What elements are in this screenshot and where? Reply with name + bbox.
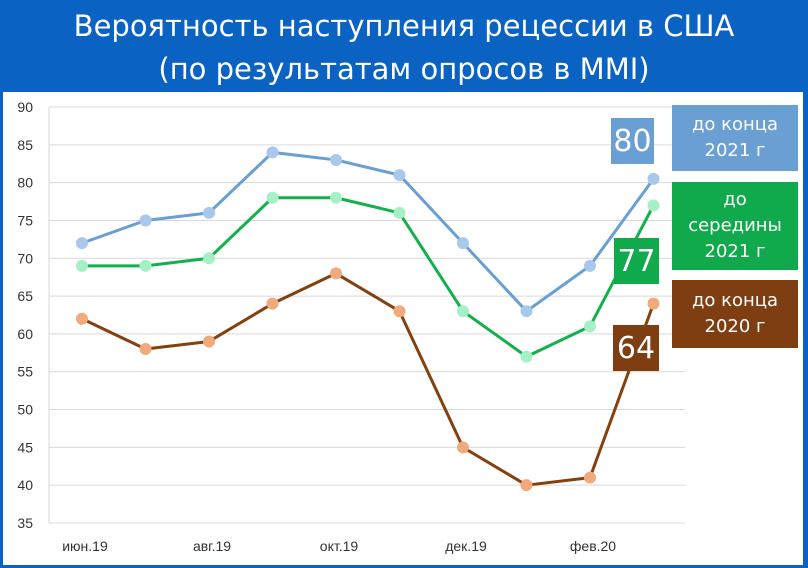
data-point	[266, 297, 279, 310]
data-point	[76, 259, 88, 272]
legend-text: до конца 2021 г	[691, 114, 779, 161]
data-point	[139, 259, 152, 272]
y-tick-label: 90	[17, 99, 33, 115]
y-tick-label: 85	[17, 137, 33, 153]
series-line-2	[81, 271, 655, 487]
x-tick-label: дек.19	[445, 538, 487, 554]
x-tick-label: июн.19	[62, 538, 108, 554]
data-point	[330, 267, 342, 280]
x-tick-label: окт.19	[320, 538, 359, 554]
chart-title-line1: Вероятность наступления рецессии в США	[73, 9, 735, 43]
data-point	[330, 191, 342, 204]
legend-entry-mid-2021: до середины 2021 г	[672, 182, 798, 270]
data-point	[647, 172, 660, 185]
legend-entry-end-2021: до конца 2021 г	[672, 105, 798, 171]
data-point	[584, 471, 596, 484]
y-tick-label: 45	[17, 439, 33, 455]
data-point	[330, 153, 342, 166]
data-point	[266, 146, 279, 159]
data-point	[520, 479, 533, 492]
legend-text: до середины 2021 г	[688, 189, 782, 262]
y-tick-label: 75	[17, 212, 33, 228]
data-point	[266, 191, 279, 204]
plot-panel: 35 40 45 50 55 60 65 70 75 80 85 90 июн.19 авг.19 окт.…	[3, 92, 803, 565]
data-point	[139, 214, 152, 227]
end-value-label: 80	[611, 118, 654, 164]
data-point	[139, 343, 152, 356]
y-tick-label: 65	[17, 288, 33, 304]
y-tick-label: 80	[17, 175, 33, 191]
data-point	[393, 305, 406, 318]
legend-entry-end-2020: до конца 2020 г	[672, 280, 798, 348]
end-value-label: 77	[614, 238, 659, 284]
data-point	[457, 237, 469, 250]
y-tick-label: 70	[17, 250, 33, 266]
data-point	[457, 305, 469, 318]
data-point	[76, 312, 88, 325]
y-tick-label: 40	[17, 477, 33, 493]
series-line-0	[81, 150, 655, 313]
y-tick-label: 35	[17, 515, 33, 531]
x-tick-label: фев.20	[570, 538, 616, 554]
x-tick-label: авг.19	[193, 538, 231, 554]
data-point	[203, 252, 215, 265]
data-point	[393, 206, 406, 219]
y-tick-label: 50	[17, 402, 33, 418]
end-value-label: 64	[613, 325, 659, 371]
data-point	[393, 169, 406, 182]
y-tick-label: 55	[17, 364, 33, 380]
data-point	[457, 441, 469, 454]
legend-text: до конца 2020 г	[691, 290, 779, 337]
data-point	[203, 335, 215, 348]
data-point	[520, 305, 533, 318]
data-point	[584, 320, 596, 333]
line-chart: 35 40 45 50 55 60 65 70 75 80 85 90 июн.19 авг.19 окт.…	[17, 99, 685, 554]
data-point	[584, 259, 596, 272]
data-point	[647, 297, 660, 310]
data-point	[520, 350, 533, 363]
chart-title-line2: (по результатам опросов в MMI)	[158, 52, 650, 86]
y-tick-label: 60	[17, 326, 33, 342]
series-line-1	[82, 196, 655, 359]
data-point	[76, 237, 88, 250]
data-point	[647, 199, 660, 212]
data-point	[203, 206, 215, 219]
